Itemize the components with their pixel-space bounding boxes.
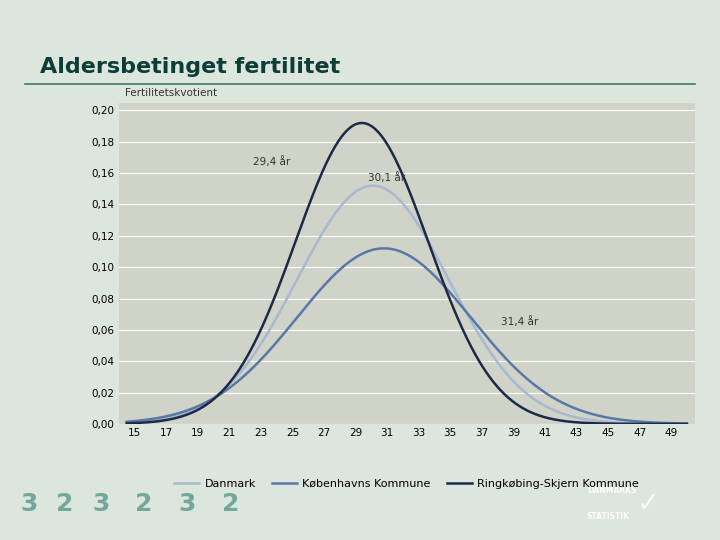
Text: DANMARKS: DANMARKS <box>587 486 636 495</box>
Ringkøbing-Skjern Kommune <box>545 415 554 422</box>
Text: 3: 3 <box>179 491 196 516</box>
Danmark <box>122 420 131 426</box>
Text: 2: 2 <box>56 491 73 516</box>
Text: 30,1 år: 30,1 år <box>368 172 405 183</box>
Ringkøbing-Skjern Kommune <box>122 420 131 427</box>
Danmark <box>377 184 385 190</box>
Text: Fertilitetskvotient: Fertilitetskvotient <box>125 88 217 98</box>
Københavns Kommune <box>222 387 230 394</box>
Text: Aldersbetinget fertilitet: Aldersbetinget fertilitet <box>40 57 340 77</box>
Danmark <box>266 325 275 331</box>
Danmark <box>222 384 230 391</box>
Ringkøbing-Skjern Kommune <box>222 384 230 390</box>
Text: 2: 2 <box>222 491 239 516</box>
Københavns Kommune <box>683 420 691 427</box>
Ringkøbing-Skjern Kommune <box>454 315 462 322</box>
Ringkøbing-Skjern Kommune <box>357 120 366 126</box>
Danmark <box>454 294 462 300</box>
Danmark <box>683 421 691 427</box>
Københavns Kommune <box>498 351 506 357</box>
Københavns Kommune <box>122 418 131 425</box>
Text: 3: 3 <box>92 491 109 516</box>
Københavns Kommune <box>376 245 384 252</box>
Line: Danmark: Danmark <box>127 186 687 424</box>
Danmark <box>369 183 377 189</box>
Text: 2: 2 <box>135 491 153 516</box>
Line: Københavns Kommune: Københavns Kommune <box>127 248 687 423</box>
Text: 3: 3 <box>20 491 37 516</box>
Text: 29,4 år: 29,4 år <box>253 157 290 167</box>
Danmark <box>545 405 554 411</box>
Ringkøbing-Skjern Kommune <box>266 303 275 310</box>
Line: Ringkøbing-Skjern Kommune: Ringkøbing-Skjern Kommune <box>127 123 687 424</box>
Ringkøbing-Skjern Kommune <box>683 421 691 427</box>
Danmark <box>498 364 506 371</box>
Text: STATISTIK: STATISTIK <box>587 512 630 521</box>
Københavns Kommune <box>454 299 462 305</box>
Ringkøbing-Skjern Kommune <box>377 132 385 139</box>
Text: 31,4 år: 31,4 år <box>500 316 538 327</box>
Ringkøbing-Skjern Kommune <box>498 388 506 395</box>
Text: ✓: ✓ <box>636 490 660 517</box>
Københavns Kommune <box>379 245 388 252</box>
Legend: Danmark, Københavns Kommune, Ringkøbing-Skjern Kommune: Danmark, Københavns Kommune, Ringkøbing-… <box>170 475 644 494</box>
Københavns Kommune <box>545 392 554 399</box>
Københavns Kommune <box>266 346 275 352</box>
